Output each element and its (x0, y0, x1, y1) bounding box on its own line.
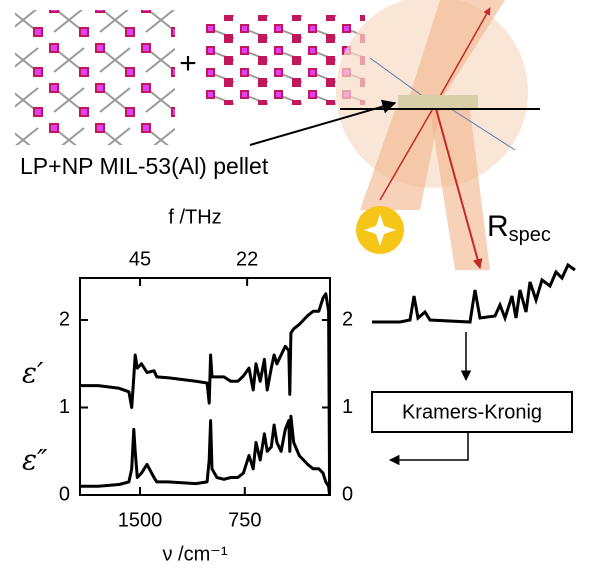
plus: + (179, 47, 197, 80)
reflectance-spectrum (372, 262, 576, 324)
ray (434, 104, 483, 269)
transform-box (371, 391, 573, 433)
x-tick-label: 750 (228, 509, 261, 531)
y-tick-label: 2 (59, 308, 70, 330)
lp-structure (15, 10, 175, 145)
x-tick-label: 1500 (118, 509, 163, 531)
series-line (80, 414, 332, 496)
y2-tick-label: 1 (342, 396, 353, 418)
y2-tick-label: 2 (342, 308, 353, 330)
pointer (249, 99, 397, 146)
reflectance-main: R (487, 210, 509, 243)
transform-label: Kramers-Kronig (402, 401, 542, 423)
arrow (388, 432, 469, 466)
beam-in (360, 110, 440, 210)
y-tick-label: 0 (59, 483, 70, 505)
pellet (398, 95, 478, 109)
beam-out (405, 0, 505, 110)
series-label: ε″ (22, 444, 48, 477)
series-line (80, 292, 332, 491)
reflectance-label: Rspec (487, 210, 551, 246)
x2-tick-label: 45 (129, 248, 151, 270)
pellet-label: LP+NP MIL-53(Al) pellet (20, 153, 269, 179)
x-axis-label: ν /cm⁻¹ (163, 543, 228, 565)
y2-tick-label: 0 (342, 483, 353, 505)
x2-axis-label: f /THz (168, 206, 221, 228)
y-tick-label: 1 (59, 396, 70, 418)
series-label: ε′ (22, 357, 44, 390)
beam-reflect (430, 110, 490, 270)
x2-tick-label: 22 (236, 248, 258, 270)
ray (444, 104, 516, 151)
reflectance-sub: spec (509, 224, 551, 246)
light-spark (364, 214, 396, 246)
ray (379, 104, 436, 201)
ray (434, 7, 491, 106)
